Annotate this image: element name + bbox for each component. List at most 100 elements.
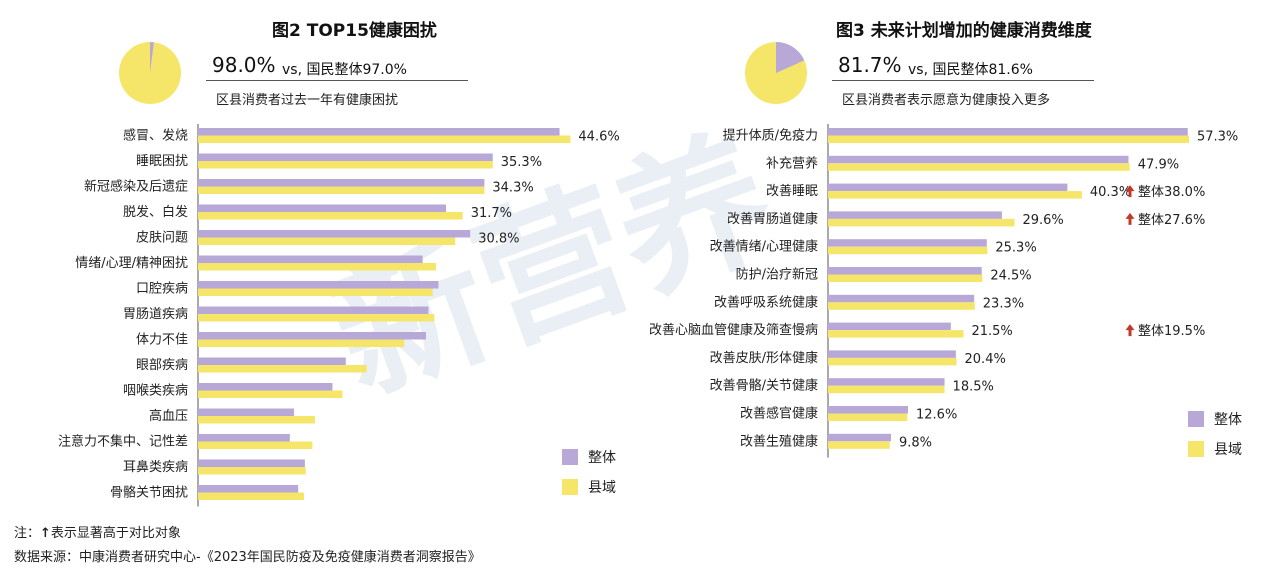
right-category-label: 改善睡眠	[766, 183, 818, 199]
left-bar-overall	[198, 179, 485, 187]
left-category-label: 体力不佳	[136, 333, 188, 348]
right-bar-overall	[828, 406, 909, 414]
right-bar-county	[828, 191, 1082, 199]
right-pie-chart	[745, 42, 807, 104]
right-underline	[832, 80, 1094, 81]
right-description: 区县消费者表示愿意为健康投入更多	[842, 93, 1051, 108]
left-data-label: 35.3%	[501, 155, 542, 170]
left-bar-overall	[198, 434, 290, 442]
left-category-label: 皮肤问题	[136, 231, 188, 246]
right-legend-swatch-overall	[1188, 411, 1204, 427]
right-data-label: 40.3%	[1090, 185, 1131, 200]
right-data-label: 12.6%	[916, 408, 957, 423]
left-bar-overall	[198, 357, 346, 365]
right-data-label: 29.6%	[1022, 213, 1063, 228]
right-bar-overall	[828, 378, 945, 386]
footnote-prefix: 注：	[14, 526, 41, 541]
right-bar-county	[828, 163, 1130, 171]
left-bar-overall	[198, 408, 295, 416]
left-data-label: 30.8%	[478, 232, 519, 247]
right-category-label: 改善胃肠道健康	[727, 211, 818, 227]
right-bar-overall	[828, 322, 951, 331]
left-bar-overall	[198, 128, 560, 136]
right-category-label: 改善骨骼/关节健康	[710, 378, 818, 394]
left-bar-chart: 感冒、发烧 44.6% 睡眠困扰 35.3% 新冠感染及后遗症 34.3% 脱发、白发 31.…	[58, 124, 620, 507]
left-bar-overall	[198, 485, 299, 493]
left-headline-percent: 98.0%	[212, 53, 276, 77]
right-note-label: 整体27.6%	[1138, 213, 1205, 228]
left-data-label: 44.6%	[578, 130, 619, 145]
left-category-label: 骨骼关节困扰	[110, 485, 188, 501]
right-bar-chart: 提升体质/免疫力 57.3% 补充营养 47.9% 改善睡眠 40.3% 改善胃肠道健康 29…	[649, 124, 1242, 458]
left-category-label: 口腔疾病	[136, 282, 188, 297]
left-bar-overall	[198, 383, 333, 391]
left-bar-overall	[198, 306, 429, 314]
left-bar-county	[198, 237, 456, 245]
right-legend-swatch-county	[1188, 441, 1204, 457]
left-category-label: 注意力不集中、记性差	[58, 434, 188, 450]
right-bar-overall	[828, 294, 975, 303]
left-category-label: 睡眠困扰	[136, 154, 188, 169]
right-data-label: 20.4%	[965, 352, 1006, 367]
left-pie-chart	[119, 42, 181, 104]
left-bar-county	[198, 390, 343, 398]
right-note-label: 整体38.0%	[1138, 185, 1205, 200]
right-bar-county	[828, 413, 908, 421]
right-bar-overall	[828, 211, 1002, 219]
left-bar-overall	[198, 281, 439, 289]
left-category-label: 胃肠道疾病	[123, 307, 188, 322]
left-data-label: 34.3%	[492, 181, 533, 196]
left-bar-county	[198, 314, 435, 322]
right-bar-county	[828, 441, 890, 449]
right-bar-overall	[828, 239, 987, 247]
left-category-label: 情绪/心理/精神困扰	[75, 256, 188, 271]
right-note-label: 整体19.5%	[1138, 324, 1205, 339]
left-bar-county	[198, 339, 405, 347]
right-data-label: 18.5%	[953, 380, 994, 395]
right-bar-county	[828, 135, 1189, 143]
right-data-label: 25.3%	[995, 241, 1036, 256]
left-legend-swatch-county	[562, 479, 578, 495]
data-source: 数据来源：中康消费者研究中心-《2023年国民防疫及免疫健康消费者洞察报告》	[14, 550, 481, 565]
left-bar-county	[198, 467, 306, 475]
right-bar-county	[828, 357, 957, 366]
left-bar-county	[198, 186, 485, 194]
right-data-label: 24.5%	[990, 269, 1031, 284]
right-category-label: 改善情绪/心理健康	[710, 239, 818, 255]
right-bar-overall	[828, 433, 891, 442]
right-category-label: 改善皮肤/形体健康	[710, 350, 818, 366]
right-bar-county	[828, 330, 964, 338]
right-bar-overall	[828, 350, 956, 358]
right-data-label: 47.9%	[1138, 157, 1179, 172]
left-data-label: 31.7%	[471, 206, 512, 221]
right-category-label: 提升体质/免疫力	[723, 128, 818, 144]
left-category-label: 耳鼻类疾病	[123, 459, 188, 475]
right-legend-overall: 整体	[1214, 412, 1242, 428]
left-bar-county	[198, 492, 305, 500]
left-bar-overall	[198, 255, 423, 263]
left-category-label: 脱发、白发	[123, 204, 188, 220]
right-comparison-text: vs, 国民整体81.6%	[908, 62, 1033, 78]
left-category-label: 高血压	[149, 408, 188, 424]
left-category-label: 眼部疾病	[136, 358, 188, 373]
left-underline	[206, 80, 468, 81]
right-category-label: 补充营养	[766, 155, 818, 171]
left-bar-county	[198, 288, 433, 296]
left-bar-overall	[198, 230, 471, 238]
up-arrow-icon	[1125, 324, 1135, 337]
right-category-label: 防护/治疗新冠	[736, 267, 818, 283]
right-bar-county	[828, 274, 983, 282]
left-bar-county	[198, 416, 315, 424]
left-bar-overall	[198, 153, 493, 161]
left-bar-county	[198, 161, 493, 169]
right-bar-county	[828, 385, 945, 394]
right-bar-overall	[828, 128, 1188, 136]
left-chart-title: 图2 TOP15健康困扰	[272, 21, 437, 41]
left-comparison-text: vs, 国民整体97.0%	[282, 62, 407, 78]
left-legend-swatch-overall	[562, 449, 578, 465]
right-bar-overall	[828, 183, 1068, 192]
right-bar-overall	[828, 267, 982, 275]
right-data-label: 57.3%	[1197, 130, 1238, 145]
right-category-label: 改善感官健康	[740, 406, 818, 422]
footnote: 注：↑表示显著高于对比对象	[14, 522, 181, 541]
